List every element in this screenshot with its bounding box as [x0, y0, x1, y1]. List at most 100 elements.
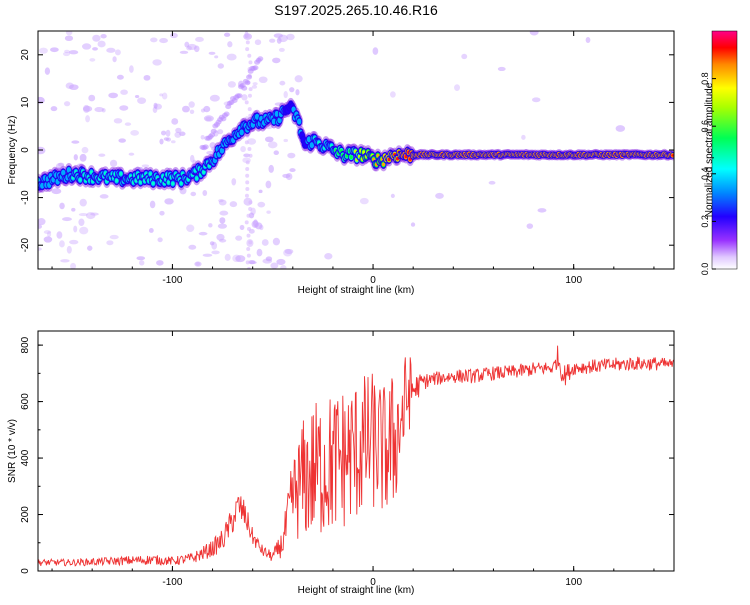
- noise-speck: [235, 255, 246, 263]
- snr-frame: [37, 330, 675, 572]
- noise-streak: [246, 253, 251, 258]
- spectrogram-x-label: Height of straight line (km): [298, 285, 415, 296]
- noise-streak: [245, 173, 250, 178]
- noise-speck: [154, 103, 162, 110]
- noise-speck: [273, 33, 283, 38]
- spectrogram-x-tick-label: 0: [370, 275, 376, 286]
- figure-title: S197.2025.265.10.46.R16: [274, 2, 438, 18]
- colorbar-tick-label: 0.0: [700, 263, 710, 276]
- spectrogram-y-tick-label: 10: [20, 96, 31, 108]
- noise-speck: [39, 47, 48, 54]
- noise-speck: [252, 82, 258, 86]
- noise-speck: [194, 261, 202, 267]
- noise-speck: [165, 137, 172, 142]
- noise-speck: [454, 84, 460, 91]
- spectrogram-y-tick-label: 20: [20, 49, 31, 61]
- spectrogram-y-label: Frequency (Hz): [7, 116, 18, 185]
- colorbar-tick-label: 0.8: [700, 72, 710, 85]
- ridge-core-blob: [255, 114, 259, 119]
- noise-speck: [63, 101, 71, 107]
- noise-speck: [179, 131, 186, 136]
- ridge-core-blob: [251, 122, 255, 127]
- noise-speck: [64, 49, 70, 54]
- noise-speck: [243, 153, 251, 158]
- noise-speck: [108, 92, 119, 99]
- noise-speck: [264, 136, 274, 143]
- noise-streak: [245, 187, 250, 192]
- noise-speck: [200, 134, 205, 140]
- noise-speck: [149, 200, 156, 209]
- noise-streak: [248, 87, 253, 92]
- noise-speck: [73, 225, 78, 233]
- noise-speck: [56, 231, 63, 239]
- noise-speck: [62, 217, 72, 222]
- noise-streak: [245, 167, 250, 172]
- noise-speck: [537, 208, 547, 213]
- noise-speck: [79, 198, 87, 207]
- colorbar-tick-label: 0.4: [700, 168, 710, 181]
- noise-speck: [114, 49, 121, 56]
- secondary-ridge-blob: [257, 56, 264, 62]
- noise-speck: [165, 129, 171, 137]
- noise-speck: [251, 85, 258, 89]
- noise-streak: [247, 93, 252, 98]
- noise-speck: [217, 223, 227, 229]
- noise-speck: [227, 81, 236, 88]
- noise-speck: [217, 63, 224, 69]
- spectrogram-x-tick-label: 100: [565, 275, 582, 286]
- colorbar: 0.0 0.2 0.4 0.6 0.8 Normalized spectral ampl…: [700, 30, 738, 276]
- noise-speck: [89, 58, 96, 62]
- noise-speck: [157, 237, 163, 243]
- noise-speck: [372, 47, 379, 55]
- noise-speck: [247, 138, 257, 145]
- noise-speck: [287, 152, 296, 159]
- noise-speck: [43, 230, 52, 235]
- noise-speck: [189, 109, 195, 114]
- ridge-mid-blob: [277, 117, 282, 124]
- noise-speck: [208, 51, 216, 55]
- noise-speck: [244, 116, 249, 122]
- noise-streak: [248, 113, 253, 118]
- spectrogram-marks: [38, 31, 674, 269]
- noise-speck: [219, 217, 226, 224]
- noise-speck: [112, 56, 117, 63]
- noise-speck: [410, 222, 416, 227]
- snr-marks: [38, 345, 674, 567]
- snr-x-label: Height of straight line (km): [298, 585, 415, 596]
- noise-speck: [239, 224, 245, 231]
- spectrogram-ridge: [38, 100, 674, 191]
- secondary-ridge-blob: [236, 93, 243, 99]
- noise-speck: [497, 66, 506, 72]
- ridge-core-blob: [138, 180, 143, 185]
- ridge-core-blob: [387, 157, 391, 162]
- noise-streak: [245, 33, 250, 38]
- noise-speck: [262, 258, 273, 264]
- noise-speck: [54, 167, 64, 171]
- noise-speck: [152, 106, 158, 113]
- secondary-ridge-blob: [244, 80, 251, 86]
- noise-speck: [60, 259, 70, 263]
- noise-speck: [531, 97, 541, 103]
- snr-x-tick-label: -100: [162, 577, 182, 588]
- noise-speck: [82, 43, 92, 50]
- snr-y-label: SNR (10 * v/v): [7, 419, 18, 483]
- noise-speck: [69, 84, 79, 91]
- noise-speck: [59, 202, 65, 210]
- noise-speck: [99, 194, 109, 199]
- noise-speck: [179, 50, 189, 54]
- noise-speck: [65, 31, 73, 36]
- spectrogram-y-axis: -20 -10 0 10 20: [20, 49, 674, 252]
- noise-speck: [171, 118, 179, 125]
- noise-speck: [124, 122, 132, 126]
- noise-speck: [98, 153, 106, 157]
- ridge-mid-blob: [239, 129, 244, 136]
- spectrogram-secondary-ridge: [199, 56, 264, 151]
- noise-speck: [92, 34, 101, 42]
- noise-streak: [245, 180, 250, 185]
- noise-speck: [70, 262, 77, 269]
- noise-speck: [257, 201, 266, 208]
- colorbar-tick-label: 0.6: [700, 120, 710, 133]
- noise-speck: [69, 239, 79, 245]
- snr-x-axis: -100 0 100: [51, 331, 655, 588]
